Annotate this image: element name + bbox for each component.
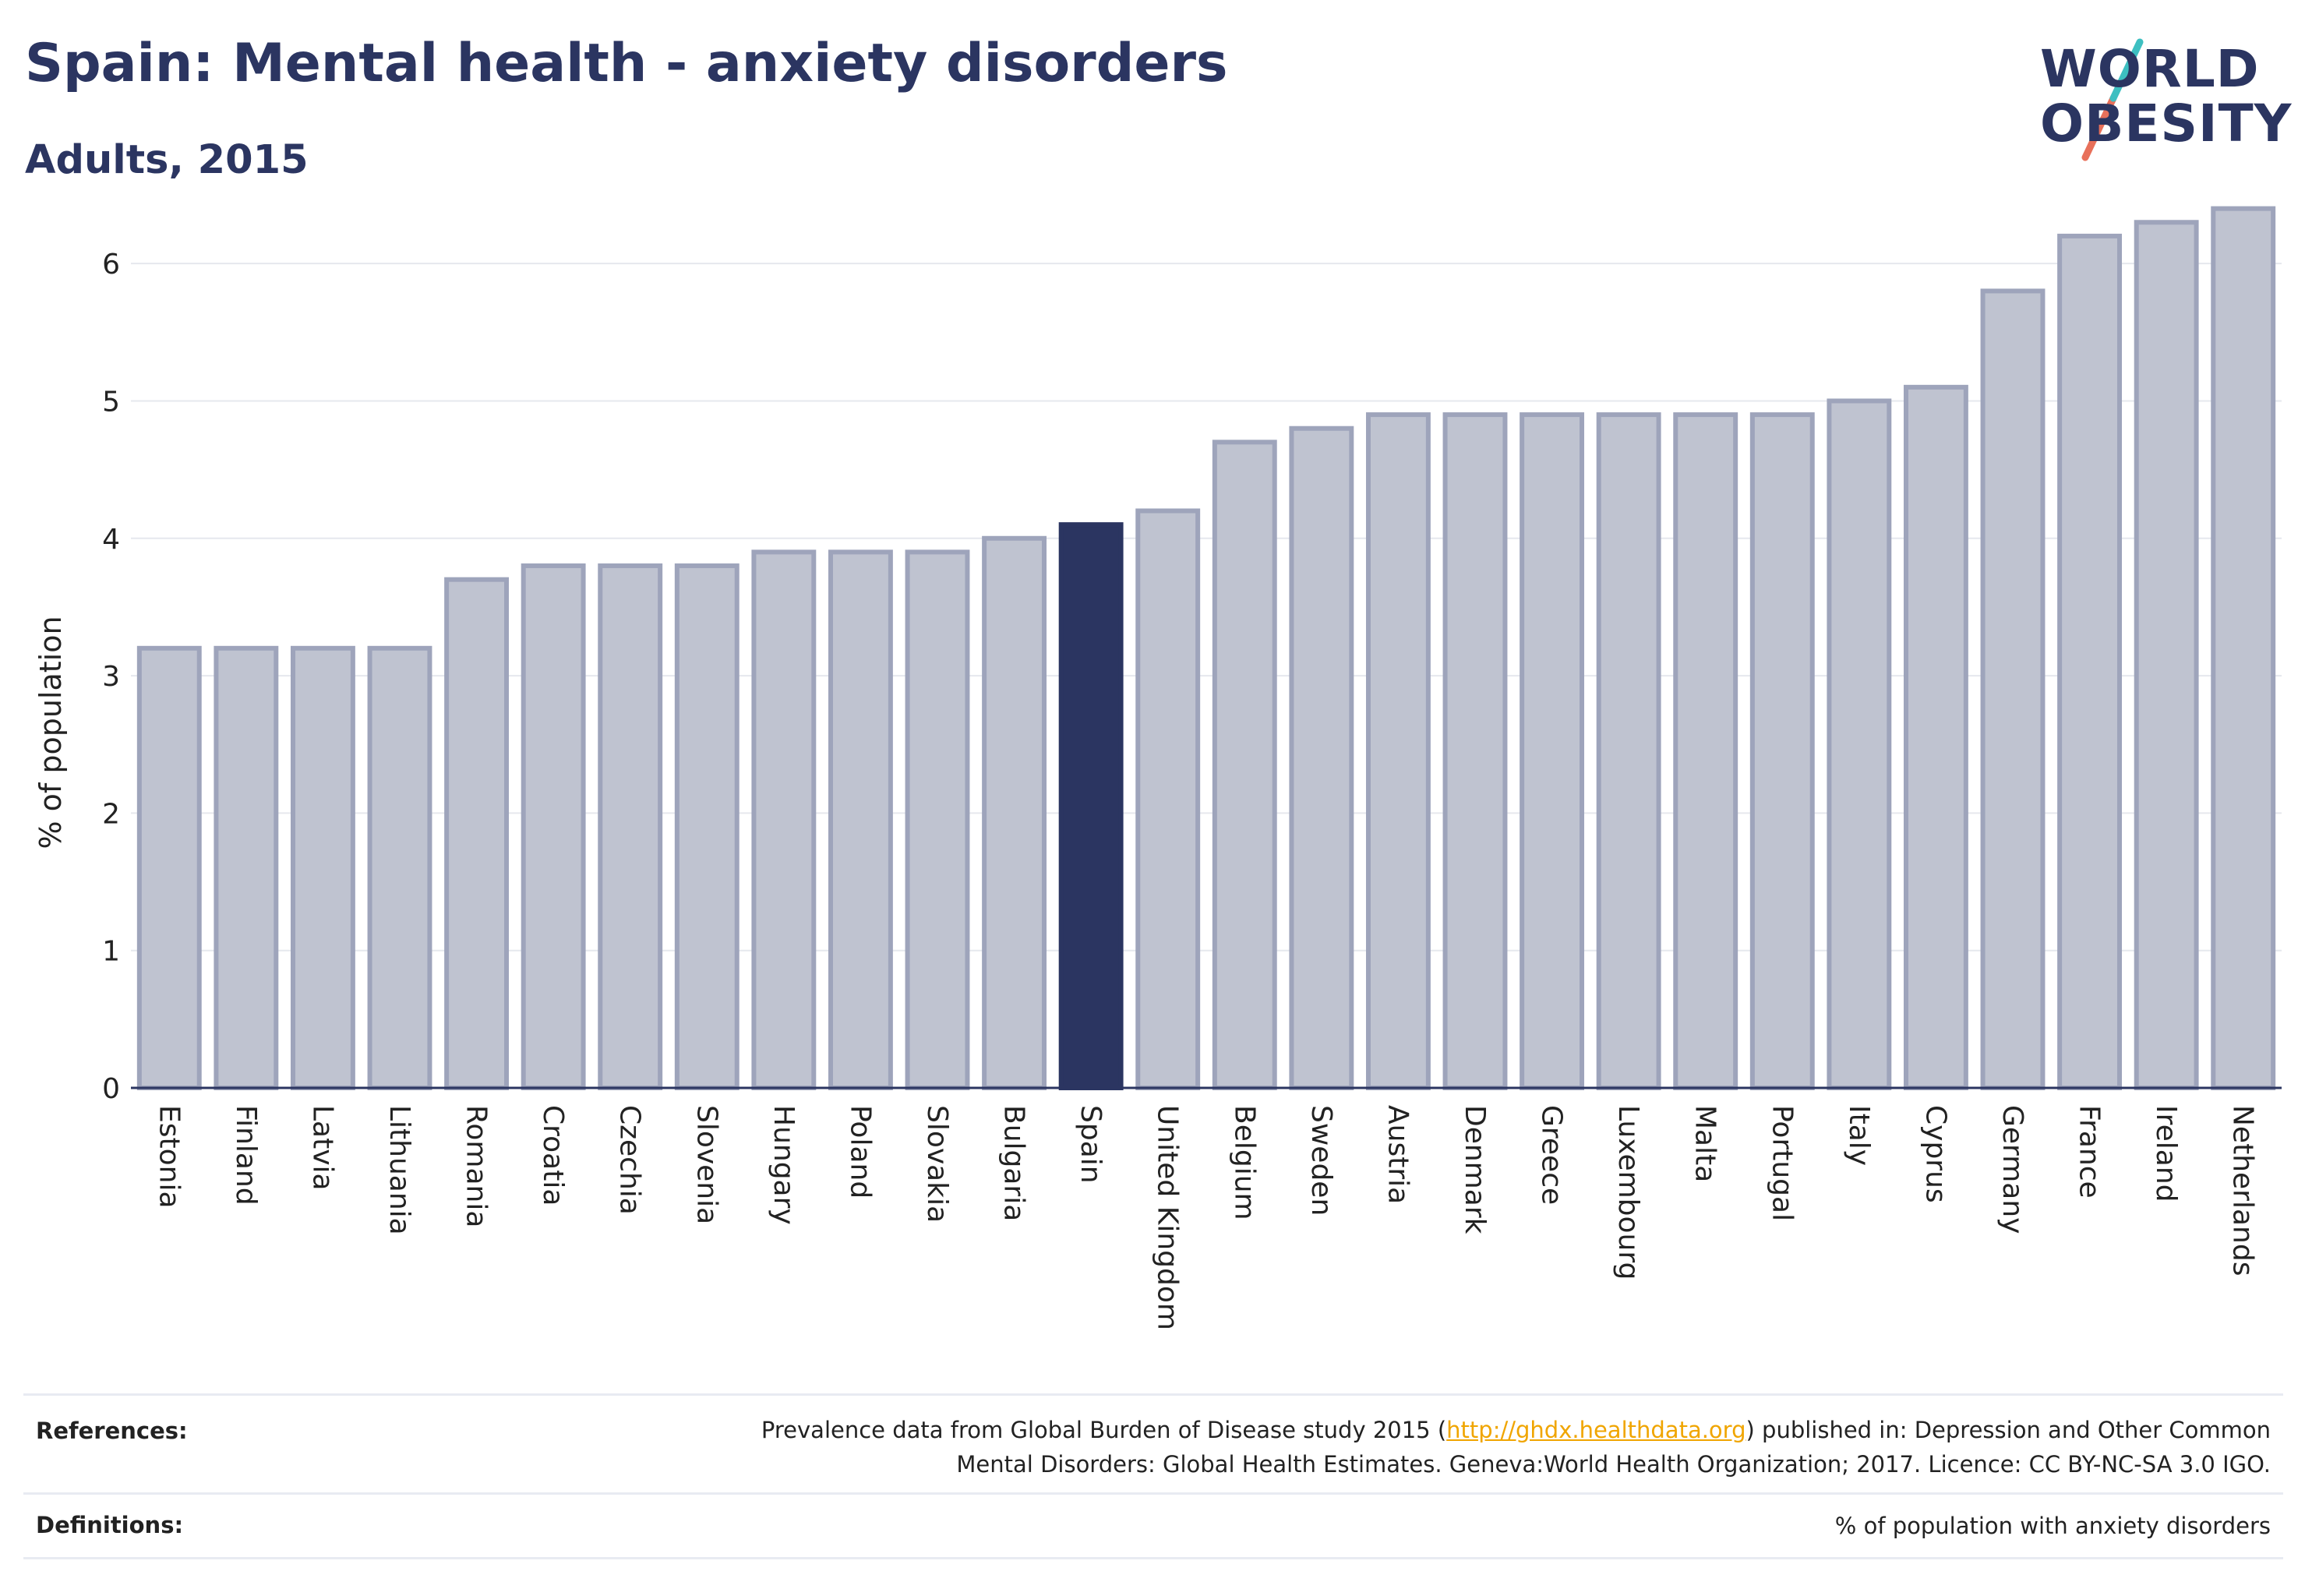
logo-word-world: WORLD (2040, 39, 2260, 99)
bar-luxembourg (1596, 412, 1661, 1091)
x-tick-label: Lithuania (383, 1105, 415, 1235)
x-tick-label: Germany (1996, 1105, 2028, 1234)
bar-malta (1673, 412, 1738, 1091)
x-tick-label: Sweden (1305, 1105, 1337, 1216)
bar-ireland (2134, 220, 2199, 1090)
x-tick-label: Latvia (306, 1105, 338, 1191)
definitions-row: Definitions: % of population with anxiet… (23, 1492, 2283, 1559)
bar-austria (1365, 412, 1431, 1091)
references-text-before: Prevalence data from Global Burden of Di… (761, 1417, 1447, 1443)
x-tick-label: Bulgaria (998, 1105, 1030, 1221)
bar-lithuania (367, 645, 432, 1090)
bar-croatia (521, 563, 586, 1090)
chart-title: Spain: Mental health - anxiety disorders (25, 33, 1228, 94)
y-tick-label: 4 (102, 524, 120, 556)
x-tick-label: United Kingdom (1152, 1105, 1184, 1330)
definitions-label: Definitions: (36, 1512, 184, 1538)
x-tick-label: Denmark (1459, 1105, 1491, 1234)
logo-slash-icon (2081, 38, 2144, 161)
y-axis-label: % of population (34, 616, 68, 849)
bar-greece (1520, 412, 1585, 1091)
x-tick-label: Luxembourg (1612, 1105, 1644, 1280)
x-tick-label: Finland (230, 1105, 262, 1206)
bar-denmark (1442, 412, 1508, 1091)
y-tick-label: 1 (102, 936, 120, 968)
x-tick-label: Spain (1075, 1105, 1107, 1184)
bar-cyprus (1903, 384, 1968, 1091)
y-tick-label: 3 (102, 661, 120, 693)
x-tick-label: Malta (1689, 1105, 1721, 1182)
bar-estonia (136, 645, 202, 1090)
bars (136, 206, 2276, 1091)
bar-sweden (1289, 425, 1354, 1090)
references-text-after: ) published in: Depression and Other Com… (1746, 1417, 2271, 1443)
logo-word-obesity: OBESITY (2040, 94, 2293, 154)
axes: 0 1 2 3 4 5 6 Estonia Finland Latvia Lithuania Roma… (102, 249, 2282, 1330)
y-tick-label: 5 (102, 386, 120, 418)
bar-spain (1058, 522, 1124, 1090)
x-tick-label: Slovenia (690, 1105, 722, 1224)
x-tick-label: Estonia (153, 1105, 185, 1209)
x-tick-label: Greece (1536, 1105, 1568, 1205)
bar-slovenia (674, 563, 740, 1090)
x-tick-label: France (2074, 1105, 2106, 1199)
world-obesity-logo: WORLD OBESITY (2026, 23, 2291, 164)
bar-chart: 0 1 2 3 4 5 6 Estonia Finland Latvia Lithuania Roma… (34, 206, 2282, 1330)
bar-netherlands (2211, 206, 2276, 1091)
bar-italy (1827, 398, 1892, 1090)
bar-finland (214, 645, 279, 1090)
bar-hungary (751, 549, 817, 1090)
x-tick-label: Slovakia (921, 1105, 953, 1223)
references-label: References: (36, 1418, 188, 1444)
x-tick-label: Czechia (614, 1105, 646, 1215)
y-tick-label: 6 (102, 249, 120, 281)
definitions-text: % of population with anxiety disorders (1834, 1513, 2271, 1539)
x-tick-label: Cyprus (1919, 1105, 1951, 1203)
x-tick-label: Hungary (768, 1105, 800, 1225)
x-tick-label: Poland (844, 1105, 876, 1199)
x-tick-label: Belgium (1228, 1105, 1260, 1220)
references-link[interactable]: http://ghdx.healthdata.org (1446, 1417, 1746, 1443)
x-tick-label: Austria (1382, 1105, 1414, 1204)
references-line-1: Prevalence data from Global Burden of Di… (761, 1413, 2271, 1447)
bar-bulgaria (982, 535, 1047, 1090)
bar-germany (1980, 288, 2046, 1090)
references-text: Prevalence data from Global Burden of Di… (761, 1413, 2271, 1481)
references-line-2: Mental Disorders: Global Health Estimate… (956, 1451, 2271, 1478)
x-tick-label: Romania (461, 1105, 492, 1227)
bar-slovakia (905, 549, 970, 1090)
x-tick-label: Netherlands (2227, 1105, 2259, 1276)
references-row: References: Prevalence data from Global … (23, 1393, 2283, 1492)
bar-poland (828, 549, 893, 1090)
x-tick-label: Portugal (1766, 1105, 1798, 1221)
y-tick-label: 2 (102, 798, 120, 830)
chart-subtitle: Adults, 2015 (25, 137, 309, 183)
footer: References: Prevalence data from Global … (23, 1393, 2283, 1559)
x-tick-label: Croatia (537, 1105, 569, 1206)
bar-france (2057, 233, 2123, 1090)
bar-united-kingdom (1135, 508, 1201, 1090)
x-tick-label: Italy (1843, 1105, 1875, 1166)
bar-romania (444, 577, 510, 1090)
y-tick-label: 0 (102, 1073, 120, 1105)
bar-portugal (1749, 412, 1815, 1091)
bar-latvia (290, 645, 355, 1090)
bar-belgium (1212, 440, 1277, 1091)
x-tick-label: Ireland (2150, 1105, 2182, 1202)
bar-czechia (598, 563, 663, 1090)
